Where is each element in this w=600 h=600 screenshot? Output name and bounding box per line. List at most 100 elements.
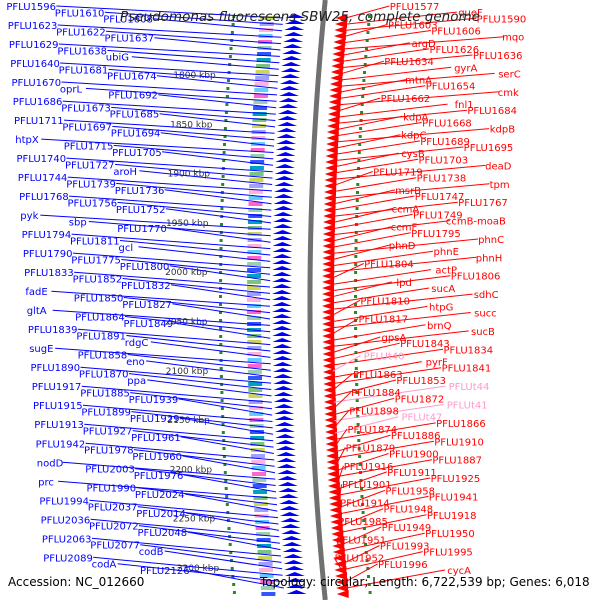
reverse-gene-arrow — [333, 554, 346, 562]
leader-line — [338, 477, 431, 496]
feature-block — [247, 340, 262, 344]
feature-block — [256, 64, 271, 68]
leader-line — [331, 275, 451, 292]
tick-dot — [367, 23, 371, 26]
tick-dot — [364, 55, 368, 58]
reverse-gene-arrow — [325, 446, 338, 454]
gene-label: PFLU1744 — [18, 173, 68, 184]
tick-dot — [356, 191, 359, 194]
reverse-gene-arrow — [335, 578, 348, 586]
forward-gene-arrow — [274, 410, 295, 414]
feature-block — [254, 88, 269, 92]
forward-gene-arrow — [273, 380, 294, 384]
forward-gene-arrow — [282, 50, 303, 54]
leader-line — [339, 489, 386, 508]
gene-label: PFLU1833 — [24, 268, 74, 279]
tick-dot — [219, 375, 223, 378]
gene-label: PFLU1811 — [70, 237, 120, 248]
feature-block — [247, 298, 261, 302]
tick-dot — [361, 503, 365, 506]
gene-label: serC — [498, 69, 520, 80]
reverse-gene-arrow — [322, 272, 335, 280]
leader-line — [51, 290, 271, 307]
feature-block — [259, 22, 274, 26]
forward-gene-arrow — [282, 548, 303, 552]
gene-label: PFLU1752 — [116, 205, 166, 216]
gene-label: PFLU1834 — [443, 345, 493, 356]
leader-line — [130, 392, 273, 410]
forward-gene-arrow — [273, 206, 294, 210]
reverse-gene-arrow — [324, 404, 336, 412]
gene-label: lpd — [396, 278, 411, 289]
leader-line — [341, 514, 427, 533]
gene-label: PFLU1929 — [130, 414, 180, 425]
gene-label: PFLU1767 — [458, 198, 508, 209]
tick-dot — [368, 591, 372, 594]
leader-line — [332, 213, 413, 230]
leader-line — [345, 563, 378, 583]
tick-dot — [362, 527, 366, 530]
forward-gene-arrow — [272, 254, 293, 258]
forward-gene-arrow — [275, 158, 296, 162]
reverse-gene-arrow — [323, 374, 335, 382]
tick-dot — [228, 543, 232, 546]
reverse-gene-arrow — [333, 32, 346, 40]
tick-dot — [366, 31, 370, 34]
gene-label: sucB — [471, 327, 495, 338]
tick-dot — [220, 223, 223, 226]
tick-label: 2000 kbp — [165, 268, 208, 278]
gene-label: cmk — [498, 88, 519, 99]
gene-label: PFLU1662 — [381, 94, 431, 105]
tick-dot — [355, 199, 359, 202]
forward-gene-arrow — [274, 182, 295, 186]
leader-line — [342, 36, 505, 50]
leader-line — [332, 354, 361, 372]
forward-gene-leaders — [40, 5, 284, 589]
leader-line — [343, 30, 431, 44]
leader-line — [77, 328, 271, 346]
feature-block — [247, 316, 262, 320]
reverse-gene-arrow — [322, 350, 335, 358]
leader-line — [332, 220, 450, 236]
gene-label: PFLU1911 — [387, 468, 437, 479]
tick-dot — [360, 111, 364, 114]
gene-label: aroH — [113, 167, 137, 178]
reverse-gene-arrow — [324, 416, 337, 424]
forward-gene-arrow — [272, 260, 293, 264]
leader-line — [333, 177, 417, 192]
gene-label: PFLUt44 — [449, 382, 490, 393]
gene-label: PFLU1795 — [411, 229, 461, 240]
forward-gene-arrow — [272, 326, 293, 330]
forward-gene-arrow — [283, 560, 304, 564]
forward-gene-arrow — [273, 374, 293, 378]
gene-label: PFLU1949 — [382, 523, 432, 534]
gene-label: PFLU1995 — [423, 548, 473, 559]
leader-line — [345, 5, 390, 19]
forward-gene-arrow — [281, 56, 302, 60]
leader-line — [154, 37, 281, 51]
feature-block — [252, 484, 267, 488]
gene-label: PFLU1952 — [335, 554, 385, 565]
reverse-gene-arrow — [334, 26, 347, 34]
leader-line — [341, 48, 430, 62]
feature-block — [261, 592, 276, 596]
leader-line — [172, 303, 271, 320]
reverse-gene-arrow — [322, 296, 334, 304]
gene-label: cysB — [401, 149, 425, 160]
tick-dot — [354, 287, 357, 290]
leader-line — [72, 252, 271, 269]
tick-dot — [228, 63, 232, 66]
leader-line — [60, 62, 279, 77]
forward-gene-arrow — [275, 152, 296, 156]
leader-line — [136, 487, 278, 506]
tick-dot — [219, 247, 223, 250]
forward-gene-arrow — [277, 482, 298, 486]
feature-block — [250, 154, 265, 158]
gene-label: PFLU1839 — [28, 325, 78, 336]
gene-label: PFLU1927 — [83, 427, 133, 438]
forward-gene-arrow — [272, 362, 293, 366]
gene-label: gcl — [119, 243, 134, 254]
gene-label: ubiG — [106, 53, 129, 64]
tick-dot — [222, 455, 226, 458]
